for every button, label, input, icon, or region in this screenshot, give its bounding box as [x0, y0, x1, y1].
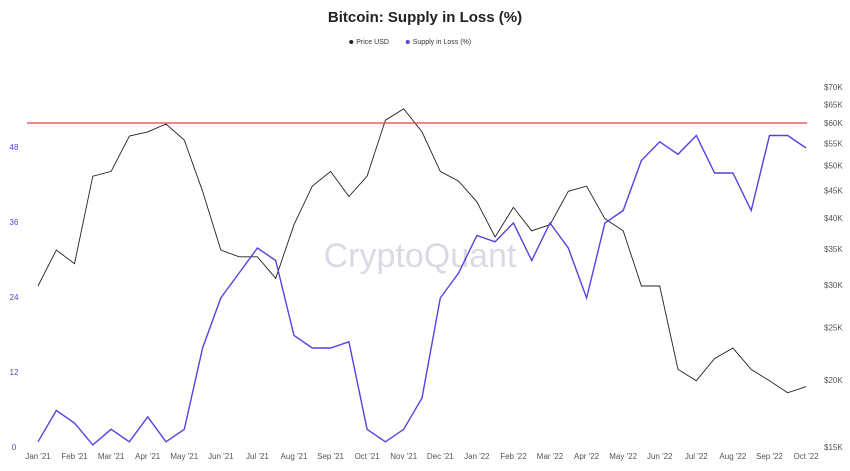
y2-tick-label: $30K	[824, 281, 843, 290]
y2-tick-label: $60K	[824, 119, 843, 128]
watermark: CryptoQuant	[324, 237, 517, 275]
x-tick-label: Jun '22	[647, 452, 673, 461]
series-line	[37, 134, 807, 446]
x-tick-label: Jun '21	[208, 452, 234, 461]
y2-tick-label: $45K	[824, 186, 843, 195]
x-tick-label: Sep '21	[317, 452, 344, 461]
x-tick-label: Aug '22	[719, 452, 746, 461]
legend-swatch	[349, 40, 354, 44]
y2-tick-label: $25K	[824, 324, 843, 333]
x-tick-label: Mar '21	[98, 452, 125, 461]
x-tick-label: Aug '21	[281, 452, 308, 461]
x-tick-label: Feb '21	[61, 452, 88, 461]
x-tick-label: Apr '21	[135, 452, 161, 461]
y-tick-label: 36	[10, 218, 19, 227]
x-tick-label: Nov '21	[390, 452, 417, 461]
x-tick-label: Oct '22	[793, 452, 819, 461]
x-tick-label: Jul '22	[685, 452, 708, 461]
legend-label: Supply in Loss (%)	[413, 39, 471, 46]
x-tick-label: Sep '22	[756, 452, 783, 461]
legend-swatch	[405, 40, 410, 44]
x-tick-label: May '22	[609, 452, 637, 461]
y2-tick-label: $70K	[824, 83, 843, 92]
x-tick-label: Apr '22	[574, 452, 600, 461]
legend-label: Price USD	[356, 39, 389, 46]
x-tick-label: May '21	[170, 452, 198, 461]
x-tick-label: Jan '21	[25, 452, 51, 461]
y2-tick-label: $55K	[824, 139, 843, 148]
y2-tick-label: $35K	[824, 245, 843, 254]
y2-tick-label: $65K	[824, 100, 843, 109]
y2-tick-label: $50K	[824, 162, 843, 171]
y-tick-label: 12	[10, 368, 19, 377]
y2-tick-label: $40K	[824, 214, 843, 223]
x-tick-label: Feb '22	[500, 452, 527, 461]
y-tick-label: 24	[10, 293, 19, 302]
y2-tick-label: $20K	[824, 376, 843, 385]
x-tick-label: Dec '21	[427, 452, 454, 461]
x-tick-label: Jul '21	[246, 452, 269, 461]
x-tick-label: Oct '21	[355, 452, 381, 461]
x-tick-label: Mar '22	[537, 452, 564, 461]
y2-tick-label: $15K	[824, 443, 843, 452]
x-tick-label: Jan '22	[464, 452, 490, 461]
series-line	[37, 108, 807, 394]
y-tick-label: 0	[12, 443, 17, 452]
chart-title: Bitcoin: Supply in Loss (%)	[328, 9, 522, 26]
y-tick-label: 48	[10, 143, 19, 152]
